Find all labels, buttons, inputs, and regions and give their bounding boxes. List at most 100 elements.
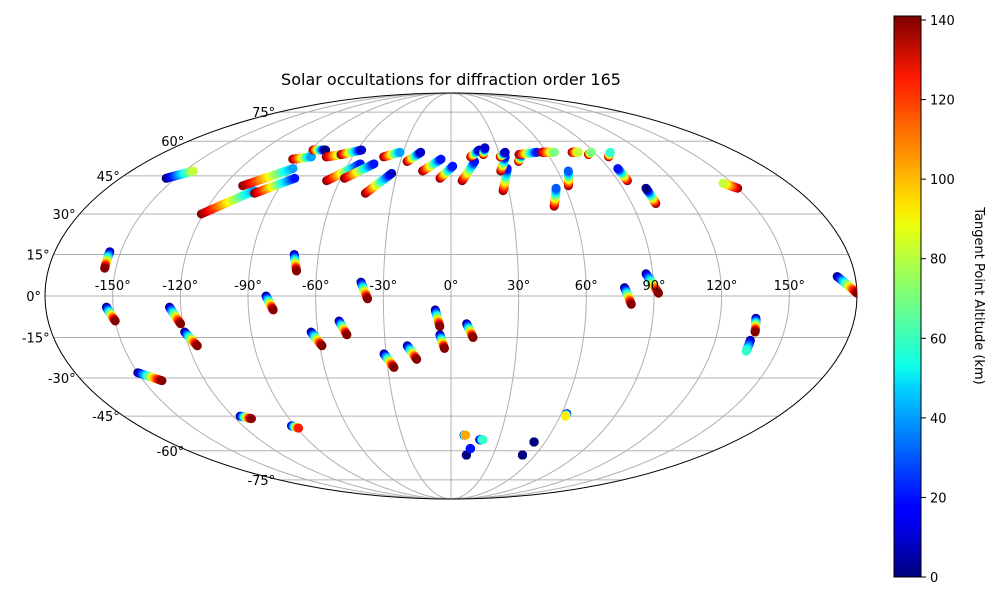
occultation-track <box>430 305 445 332</box>
occultation-track <box>462 319 478 343</box>
occultation-track <box>336 145 367 160</box>
track-point <box>317 341 327 351</box>
track-point <box>750 327 760 337</box>
lat-tick-label: -45° <box>92 410 120 425</box>
occultation-track <box>718 178 743 193</box>
track-point <box>110 316 120 326</box>
occultation-track <box>567 147 583 157</box>
longitude-tick-labels: -150° -120° -90° -60° -30° 0° 30° 60° 90° 120° 150… <box>95 279 805 294</box>
track-point <box>613 164 623 174</box>
colorbar-tick-label: 60 <box>930 332 947 347</box>
colorbar-ticks: 0 20 40 60 80 100 120 140 <box>921 14 955 586</box>
occultation-track <box>288 152 316 164</box>
track-point <box>573 147 583 157</box>
lat-tick-label: -60° <box>157 445 185 460</box>
lon-tick-label: 0° <box>444 279 459 294</box>
occultation-track <box>402 341 422 364</box>
occultation-track <box>465 444 475 454</box>
colorbar: 0 20 40 60 80 100 120 140 Tangent Point Altitud… <box>893 14 986 586</box>
track-point <box>500 147 510 157</box>
occultation-track <box>613 164 632 186</box>
occultation-track <box>235 411 256 424</box>
occultation-track <box>379 147 405 162</box>
occultation-track <box>457 156 480 186</box>
track-point <box>586 147 596 157</box>
occultation-track <box>161 166 198 183</box>
lat-tick-label: -30° <box>48 372 76 387</box>
occultation-track <box>832 272 857 298</box>
occultation-track <box>356 277 373 304</box>
occultation-track <box>180 327 202 351</box>
occultation-track <box>537 147 560 157</box>
track-point <box>529 437 539 447</box>
track-point <box>480 143 490 153</box>
lat-tick-label: 0° <box>26 290 41 305</box>
lat-tick-label: -75° <box>247 474 275 489</box>
occultation-track <box>620 283 636 309</box>
graticule <box>45 92 857 500</box>
occultation-track <box>435 330 449 353</box>
lon-tick-label: 150° <box>774 279 805 294</box>
track-point <box>852 288 857 298</box>
occultation-track <box>641 183 661 209</box>
track-point <box>448 161 458 171</box>
track-point <box>550 147 560 157</box>
occultation-track <box>306 327 327 351</box>
occultation-tracks <box>100 143 857 460</box>
lat-tick-label: 60° <box>161 135 184 150</box>
occultation-track <box>495 147 510 162</box>
occultation-track <box>133 368 167 386</box>
occultation-track <box>478 143 490 160</box>
occultation-track <box>360 168 397 198</box>
track-point <box>718 178 728 188</box>
track-point <box>268 305 278 315</box>
track-point <box>416 147 426 157</box>
lat-tick-label: -15° <box>22 332 50 347</box>
track-point <box>342 330 352 340</box>
occultation-track <box>561 409 572 421</box>
track-point <box>192 341 202 351</box>
chart-title: Solar occultations for diffraction order… <box>281 70 621 89</box>
lon-tick-label: -90° <box>234 279 262 294</box>
colorbar-tick-label: 140 <box>930 14 955 29</box>
occultation-track <box>529 437 539 447</box>
lon-tick-label: -60° <box>302 279 330 294</box>
occultation-track <box>339 159 379 183</box>
lon-tick-label: -150° <box>95 279 131 294</box>
occultation-track <box>518 450 528 460</box>
track-point <box>369 159 379 169</box>
track-point <box>387 168 397 178</box>
track-point <box>176 319 186 329</box>
occultation-track <box>475 435 488 445</box>
lon-tick-label: 120° <box>706 279 737 294</box>
lat-tick-label: 15° <box>27 248 50 263</box>
track-point <box>461 430 471 440</box>
track-point <box>188 166 198 176</box>
track-point <box>641 183 651 193</box>
track-point <box>412 354 422 364</box>
track-point <box>563 166 573 176</box>
track-point <box>306 152 316 162</box>
lon-tick-label: 60° <box>575 279 598 294</box>
occultation-track <box>379 349 399 372</box>
occultation-track <box>238 164 298 191</box>
occultation-track <box>286 421 304 433</box>
lon-tick-label: -120° <box>162 279 198 294</box>
track-point <box>605 147 615 157</box>
occultation-track <box>289 249 302 276</box>
occultation-track <box>750 313 761 337</box>
lon-tick-label: 90° <box>642 279 665 294</box>
track-point <box>465 444 475 454</box>
track-point <box>290 173 300 183</box>
occultation-track <box>563 166 574 191</box>
track-point <box>395 147 405 157</box>
occultation-track <box>101 302 120 326</box>
track-point <box>389 362 399 372</box>
track-point <box>246 414 256 424</box>
track-point <box>518 450 528 460</box>
track-point <box>288 164 298 174</box>
track-point <box>157 376 167 386</box>
occultation-track <box>459 430 471 440</box>
occultation-track <box>549 183 561 211</box>
